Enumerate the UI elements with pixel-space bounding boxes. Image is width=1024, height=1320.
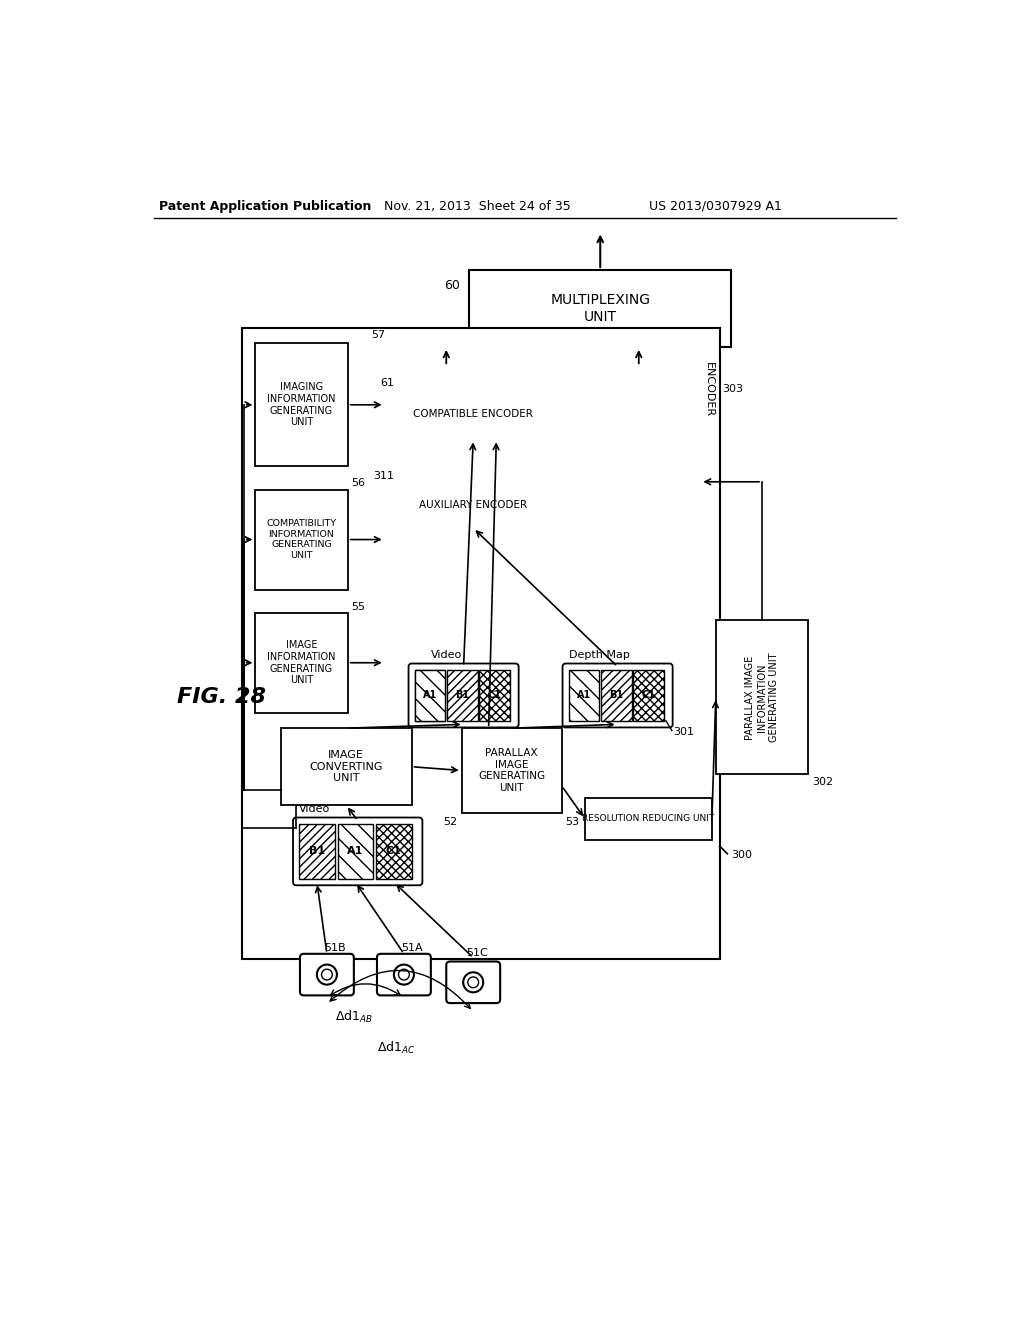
Bar: [716, 620, 808, 775]
Text: 302: 302: [812, 777, 834, 787]
FancyBboxPatch shape: [293, 817, 422, 886]
Bar: [385, 367, 700, 597]
Bar: [396, 482, 550, 528]
Bar: [462, 729, 562, 813]
Text: C1: C1: [642, 690, 655, 700]
Text: COMPATIBLE ENCODER: COMPATIBLE ENCODER: [414, 409, 534, 420]
Text: 56: 56: [351, 478, 366, 488]
Text: PARALLAX
IMAGE
GENERATING
UNIT: PARALLAX IMAGE GENERATING UNIT: [478, 748, 545, 793]
Text: 55: 55: [351, 602, 366, 611]
Text: MULTIPLEXING
UNIT: MULTIPLEXING UNIT: [550, 293, 650, 323]
Bar: [255, 490, 348, 590]
Text: 300: 300: [731, 850, 753, 861]
Bar: [299, 824, 335, 879]
Bar: [568, 669, 599, 721]
Text: A1: A1: [347, 846, 364, 857]
Text: Video: Video: [298, 804, 330, 814]
Bar: [415, 669, 445, 721]
Bar: [243, 327, 720, 960]
Text: US 2013/0307929 A1: US 2013/0307929 A1: [649, 199, 782, 213]
Text: 53: 53: [565, 817, 580, 828]
Bar: [376, 824, 412, 879]
Text: Depth Map: Depth Map: [569, 649, 631, 660]
Text: B1: B1: [309, 846, 325, 857]
Text: 51C: 51C: [466, 948, 487, 958]
Text: Patent Application Publication: Patent Application Publication: [159, 199, 372, 213]
Text: 51B: 51B: [324, 942, 345, 953]
Bar: [255, 343, 348, 466]
Text: COMPATIBILITY
INFORMATION
GENERATING
UNIT: COMPATIBILITY INFORMATION GENERATING UNI…: [266, 520, 337, 560]
Bar: [396, 389, 550, 440]
Text: C1: C1: [386, 846, 401, 857]
Bar: [281, 729, 412, 805]
FancyBboxPatch shape: [377, 954, 431, 995]
Text: RESOLUTION REDUCING UNIT: RESOLUTION REDUCING UNIT: [583, 814, 715, 824]
Bar: [255, 612, 348, 713]
Text: IMAGING
INFORMATION
GENERATING
UNIT: IMAGING INFORMATION GENERATING UNIT: [267, 383, 336, 428]
Text: 301: 301: [674, 727, 694, 737]
Text: 61: 61: [381, 379, 394, 388]
Text: $\Delta$d1$_{AC}$: $\Delta$d1$_{AC}$: [377, 1040, 416, 1056]
Text: 52: 52: [443, 817, 458, 828]
Bar: [585, 797, 712, 840]
Text: 57: 57: [372, 330, 386, 341]
Bar: [415, 669, 445, 721]
Text: B1: B1: [609, 690, 624, 700]
Bar: [447, 669, 478, 721]
Text: ENCODER: ENCODER: [705, 362, 714, 417]
Bar: [601, 669, 632, 721]
Text: 60: 60: [444, 280, 460, 292]
FancyBboxPatch shape: [300, 954, 354, 995]
Text: PARALLAX IMAGE
INFORMATION
GENERATING UNIT: PARALLAX IMAGE INFORMATION GENERATING UN…: [745, 652, 778, 742]
Text: Video: Video: [431, 649, 462, 660]
Bar: [634, 669, 665, 721]
Text: AUXILIARY ENCODER: AUXILIARY ENCODER: [419, 500, 527, 510]
Text: A1: A1: [577, 690, 591, 700]
FancyBboxPatch shape: [562, 664, 673, 727]
Text: 51A: 51A: [400, 942, 423, 953]
Text: B1: B1: [456, 690, 469, 700]
FancyBboxPatch shape: [409, 664, 518, 727]
Text: IMAGE
CONVERTING
UNIT: IMAGE CONVERTING UNIT: [309, 750, 383, 783]
Bar: [479, 669, 510, 721]
Text: C1: C1: [487, 690, 502, 700]
Text: 303: 303: [722, 384, 743, 395]
Text: A1: A1: [423, 690, 437, 700]
Bar: [338, 824, 373, 879]
Text: FIG. 28: FIG. 28: [177, 688, 266, 708]
Bar: [469, 271, 731, 347]
Text: Nov. 21, 2013  Sheet 24 of 35: Nov. 21, 2013 Sheet 24 of 35: [384, 199, 570, 213]
FancyBboxPatch shape: [446, 961, 500, 1003]
Text: 311: 311: [374, 471, 394, 480]
Text: IMAGE
INFORMATION
GENERATING
UNIT: IMAGE INFORMATION GENERATING UNIT: [267, 640, 336, 685]
Text: $\Delta$d1$_{AB}$: $\Delta$d1$_{AB}$: [335, 1008, 373, 1026]
